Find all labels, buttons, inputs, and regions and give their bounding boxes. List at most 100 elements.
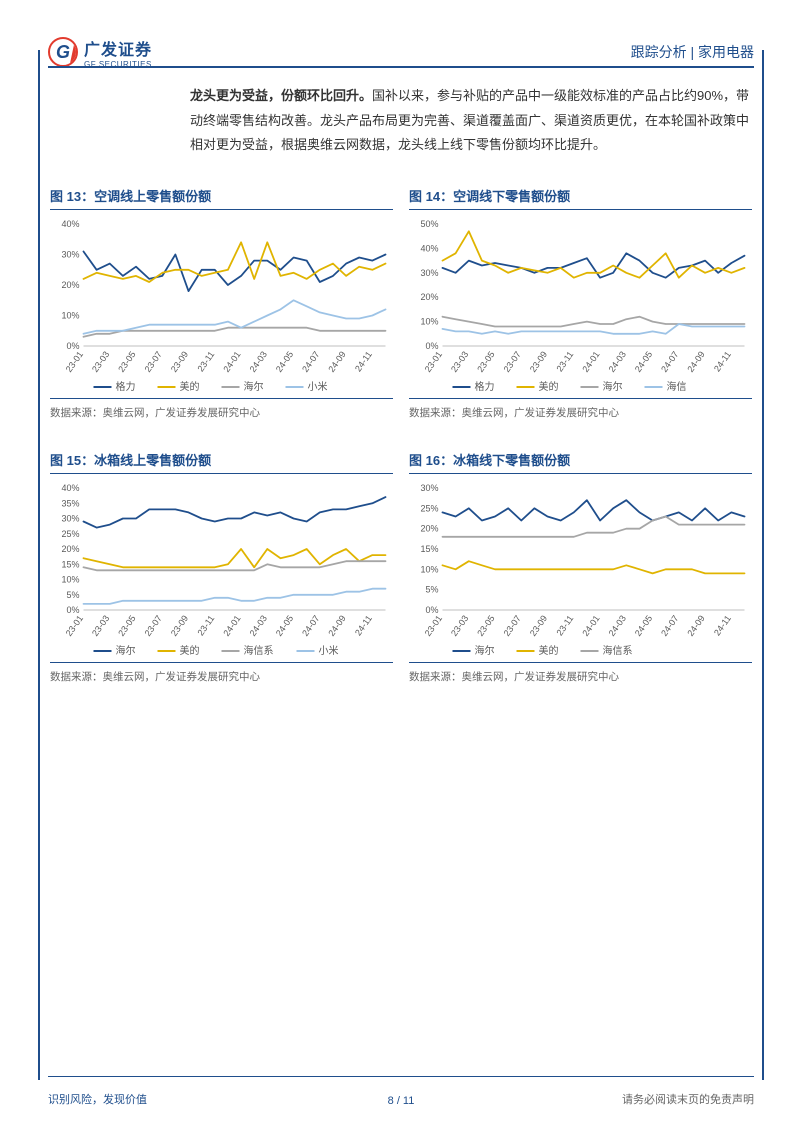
footer-rule [48,1076,754,1077]
logo-mark: G [48,37,78,67]
svg-text:海尔: 海尔 [603,380,623,393]
chart-source: 数据来源：奥维云网，广发证券发展研究中心 [409,398,752,420]
svg-text:海尔: 海尔 [244,380,264,393]
svg-text:20%: 20% [61,544,79,554]
svg-text:海信: 海信 [667,380,687,393]
svg-text:23-01: 23-01 [423,613,444,638]
svg-text:25%: 25% [61,529,79,539]
svg-text:23-09: 23-09 [169,613,190,638]
svg-text:30%: 30% [420,268,438,278]
svg-text:24-11: 24-11 [712,613,733,637]
svg-text:15%: 15% [61,559,79,569]
svg-text:10%: 10% [61,311,79,321]
svg-text:24-03: 24-03 [248,349,269,374]
chart-source: 数据来源：奥维云网，广发证券发展研究中心 [50,398,393,420]
header-rule [48,66,754,68]
svg-text:美的: 美的 [539,644,559,657]
svg-text:24-05: 24-05 [633,349,654,374]
paragraph-lead: 龙头更为受益，份额环比回升。 [190,88,372,103]
svg-text:23-07: 23-07 [143,349,164,374]
svg-text:格力: 格力 [475,380,495,393]
svg-text:10%: 10% [420,564,438,574]
chart-svg: 0%5%10%15%20%25%30%23-0123-0323-0523-072… [409,480,752,660]
svg-text:24-07: 24-07 [300,349,321,374]
footer-page-number: 8 / 11 [388,1095,415,1107]
svg-text:23-05: 23-05 [475,613,496,638]
logo-cn: 广发证券 [84,36,152,60]
svg-text:23-05: 23-05 [475,349,496,374]
svg-text:24-11: 24-11 [353,613,374,637]
chart-block-1: 图 14：空调线下零售额份额0%10%20%30%40%50%23-0123-0… [409,186,752,420]
svg-text:美的: 美的 [539,380,559,393]
page-header: G 广发证券 GF SECURITIES 跟踪分析 | 家用电器 [48,28,754,76]
svg-text:50%: 50% [420,219,438,229]
svg-text:0%: 0% [66,341,79,351]
svg-text:23-05: 23-05 [116,349,137,374]
svg-text:24-01: 24-01 [221,349,242,374]
chart-title: 图 16：冰箱线下零售额份额 [409,450,752,474]
svg-text:10%: 10% [61,575,79,585]
svg-text:0%: 0% [66,605,79,615]
svg-text:美的: 美的 [180,380,200,393]
footer-left: 识别风险，发现价值 [48,1091,147,1107]
svg-text:24-09: 24-09 [326,613,347,638]
svg-text:23-11: 23-11 [554,349,575,373]
header-category: 跟踪分析 | 家用电器 [631,42,754,62]
svg-text:5%: 5% [66,590,79,600]
svg-text:24-07: 24-07 [300,613,321,638]
svg-text:23-01: 23-01 [64,613,85,638]
page-footer: 识别风险，发现价值 8 / 11 请务必阅读末页的免责声明 [48,1091,754,1107]
footer-right: 请务必阅读末页的免责声明 [622,1091,754,1107]
svg-text:20%: 20% [420,524,438,534]
chart-svg: 0%5%10%15%20%25%30%35%40%23-0123-0323-05… [50,480,393,660]
svg-text:40%: 40% [61,483,79,493]
chart-title: 图 14：空调线下零售额份额 [409,186,752,210]
svg-text:24-03: 24-03 [248,613,269,638]
svg-text:24-01: 24-01 [580,613,601,638]
svg-text:0%: 0% [425,341,438,351]
svg-text:23-11: 23-11 [195,349,216,373]
svg-text:30%: 30% [61,514,79,524]
svg-text:5%: 5% [425,585,438,595]
chart-svg: 0%10%20%30%40%50%23-0123-0323-0523-0723-… [409,216,752,396]
svg-text:24-03: 24-03 [607,349,628,374]
svg-text:23-11: 23-11 [195,613,216,637]
svg-text:小米: 小米 [308,380,328,393]
svg-text:35%: 35% [61,498,79,508]
chart-source: 数据来源：奥维云网，广发证券发展研究中心 [50,662,393,684]
svg-text:24-09: 24-09 [685,349,706,374]
svg-text:海信系: 海信系 [603,644,633,657]
svg-text:23-07: 23-07 [502,613,523,638]
svg-text:10%: 10% [420,317,438,327]
svg-text:24-09: 24-09 [326,349,347,374]
svg-text:23-01: 23-01 [64,349,85,374]
chart-source: 数据来源：奥维云网，广发证券发展研究中心 [409,662,752,684]
svg-text:0%: 0% [425,605,438,615]
svg-text:海尔: 海尔 [116,644,136,657]
svg-text:23-03: 23-03 [449,349,470,374]
svg-text:30%: 30% [61,250,79,260]
svg-text:40%: 40% [420,243,438,253]
svg-text:23-11: 23-11 [554,613,575,637]
svg-text:20%: 20% [61,280,79,290]
charts-grid: 图 13：空调线上零售额份额0%10%20%30%40%23-0123-0323… [50,186,752,684]
chart-title: 图 15：冰箱线上零售额份额 [50,450,393,474]
chart-block-0: 图 13：空调线上零售额份额0%10%20%30%40%23-0123-0323… [50,186,393,420]
svg-text:23-03: 23-03 [90,613,111,638]
svg-text:24-03: 24-03 [607,613,628,638]
svg-text:20%: 20% [420,292,438,302]
svg-text:23-09: 23-09 [528,349,549,374]
svg-text:40%: 40% [61,219,79,229]
chart-block-2: 图 15：冰箱线上零售额份额 0% 5% 10% 15% 20% 25% 30% 35% 40% 2… [50,450,393,684]
chart-block-3: 图 16：冰箱线下零售额份额0%5%10%15%20%25%30%23-0123… [409,450,752,684]
body-paragraph: 龙头更为受益，份额环比回升。国补以来，参与补贴的产品中一级能效标准的产品占比约9… [190,84,750,158]
svg-text:24-05: 24-05 [633,613,654,638]
svg-text:23-07: 23-07 [143,613,164,638]
chart-title: 图 13：空调线上零售额份额 [50,186,393,210]
svg-text:24-09: 24-09 [685,613,706,638]
svg-text:24-05: 24-05 [274,349,295,374]
svg-text:23-07: 23-07 [502,349,523,374]
svg-text:海信系: 海信系 [244,644,274,657]
svg-text:23-03: 23-03 [90,349,111,374]
svg-text:23-03: 23-03 [449,613,470,638]
